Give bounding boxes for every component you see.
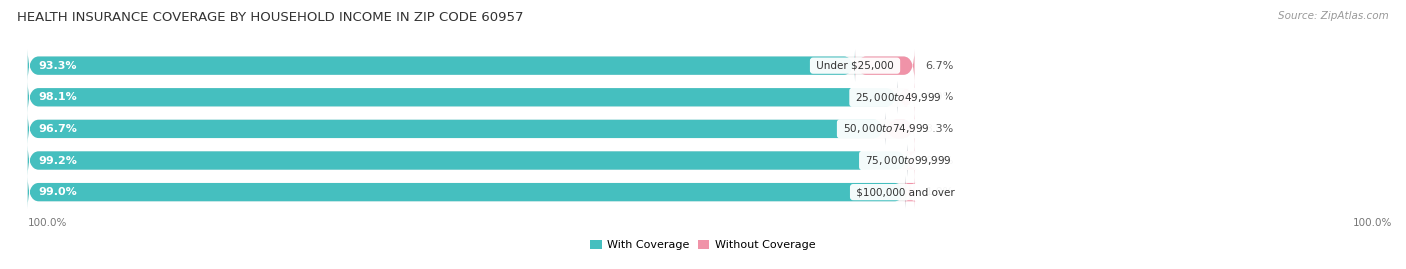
FancyBboxPatch shape [28,49,855,82]
Text: 100.0%: 100.0% [28,218,67,228]
FancyBboxPatch shape [28,81,897,114]
FancyBboxPatch shape [855,49,914,82]
FancyBboxPatch shape [28,176,905,208]
FancyBboxPatch shape [886,113,914,145]
FancyBboxPatch shape [28,144,914,177]
Text: HEALTH INSURANCE COVERAGE BY HOUSEHOLD INCOME IN ZIP CODE 60957: HEALTH INSURANCE COVERAGE BY HOUSEHOLD I… [17,11,523,24]
FancyBboxPatch shape [28,176,914,208]
Text: $25,000 to $49,999: $25,000 to $49,999 [852,91,943,104]
Text: 99.2%: 99.2% [38,155,77,165]
Text: $50,000 to $74,999: $50,000 to $74,999 [839,122,931,135]
FancyBboxPatch shape [28,113,886,145]
FancyBboxPatch shape [904,176,917,208]
Text: 3.3%: 3.3% [925,124,953,134]
Legend: With Coverage, Without Coverage: With Coverage, Without Coverage [586,235,820,255]
Text: Source: ZipAtlas.com: Source: ZipAtlas.com [1278,11,1389,21]
FancyBboxPatch shape [28,144,907,177]
Text: Under $25,000: Under $25,000 [813,61,897,71]
Text: 99.0%: 99.0% [38,187,77,197]
Text: 0.8%: 0.8% [925,155,953,165]
FancyBboxPatch shape [904,144,918,177]
FancyBboxPatch shape [897,81,914,114]
Text: 6.7%: 6.7% [925,61,953,71]
Text: 100.0%: 100.0% [1353,218,1392,228]
Text: 96.7%: 96.7% [38,124,77,134]
Text: $100,000 and over: $100,000 and over [853,187,957,197]
Text: 1.9%: 1.9% [925,92,953,102]
Text: 98.1%: 98.1% [38,92,77,102]
Text: 1.0%: 1.0% [925,187,953,197]
Text: 93.3%: 93.3% [38,61,77,71]
FancyBboxPatch shape [28,49,914,82]
FancyBboxPatch shape [28,81,914,114]
FancyBboxPatch shape [28,113,914,145]
Text: $75,000 to $99,999: $75,000 to $99,999 [862,154,952,167]
